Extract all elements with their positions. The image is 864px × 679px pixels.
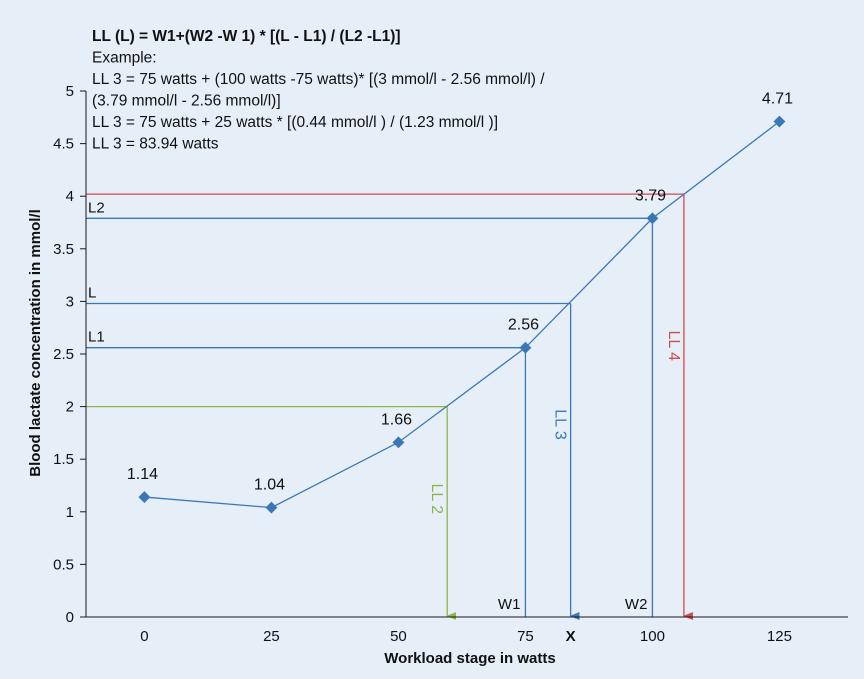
data-label: 1.14	[127, 466, 158, 483]
formula-line: LL 3 = 75 watts + 25 watts * [(0.44 mmol…	[92, 114, 498, 131]
x-tick-label: 50	[390, 628, 407, 645]
y-tick-label: 0	[66, 609, 74, 626]
y-tick-label: 5	[66, 83, 74, 100]
x-tick-label: 100	[640, 628, 665, 645]
x-annotation-w2: W2	[625, 596, 648, 613]
data-point	[265, 501, 278, 514]
data-label: 3.79	[635, 187, 666, 204]
x-tick-label: 25	[263, 628, 280, 645]
series-line	[144, 120, 780, 509]
data-label: 1.66	[381, 411, 412, 428]
formula-equation: LL (L) = W1+(W2 -W 1) * [(L - L1) / (L2 …	[92, 28, 401, 45]
data-label: 2.56	[508, 317, 539, 334]
y-tick-label: 1	[66, 504, 74, 521]
formula-line: Example:	[92, 50, 157, 67]
guide-y-label-ll3-L2: L2	[88, 199, 105, 216]
x-annotation-w1: W1	[498, 596, 521, 613]
y-tick-label: 4	[66, 188, 74, 205]
guide-label-ll2: LL 2	[428, 484, 445, 515]
formula-line: LL 3 = 75 watts + (100 watts -75 watts)*…	[92, 71, 545, 88]
y-tick-label: 3	[66, 293, 74, 310]
data-point	[138, 491, 151, 504]
guide-y-label-ll3-L1: L1	[88, 329, 105, 346]
y-tick-label: 0.5	[53, 556, 74, 573]
y-axis-title: Blood lactate concentration in mmol/l	[27, 209, 44, 477]
formula-block: LL (L) = W1+(W2 -W 1) * [(L - L1) / (L2 …	[92, 28, 545, 153]
data-point	[392, 436, 405, 449]
x-tick-label: 0	[140, 628, 148, 645]
data-label: 4.71	[762, 91, 793, 108]
data-point	[773, 115, 786, 128]
x-tick-label: 125	[767, 628, 792, 645]
y-tick-label: 2.5	[53, 346, 74, 363]
x-axis-title: Workload stage in watts	[384, 650, 555, 667]
guide-y-label-ll3-L: L	[88, 285, 96, 302]
guide-label-ll3-L: LL 3	[552, 409, 569, 440]
y-tick-label: 2	[66, 399, 74, 416]
guide-label-ll4: LL 4	[665, 331, 682, 362]
y-tick-label: 3.5	[53, 241, 74, 258]
data-label: 1.04	[254, 477, 285, 494]
y-tick-label: 1.5	[53, 451, 74, 468]
x-annotation-x: X	[566, 628, 576, 645]
data-series: 1.14 1.04 1.66 2.56 3.79 4.71	[127, 91, 793, 514]
annotations: LL 2 L LL 3 L1 L2 LL 4	[88, 199, 682, 514]
threshold-guides	[86, 193, 693, 620]
x-tick-label: 75	[517, 628, 534, 645]
formula-line: LL 3 = 83.94 watts	[92, 136, 219, 153]
y-tick-label: 4.5	[53, 136, 74, 153]
formula-line: (3.79 mmol/l - 2.56 mmol/l)]	[92, 93, 281, 110]
